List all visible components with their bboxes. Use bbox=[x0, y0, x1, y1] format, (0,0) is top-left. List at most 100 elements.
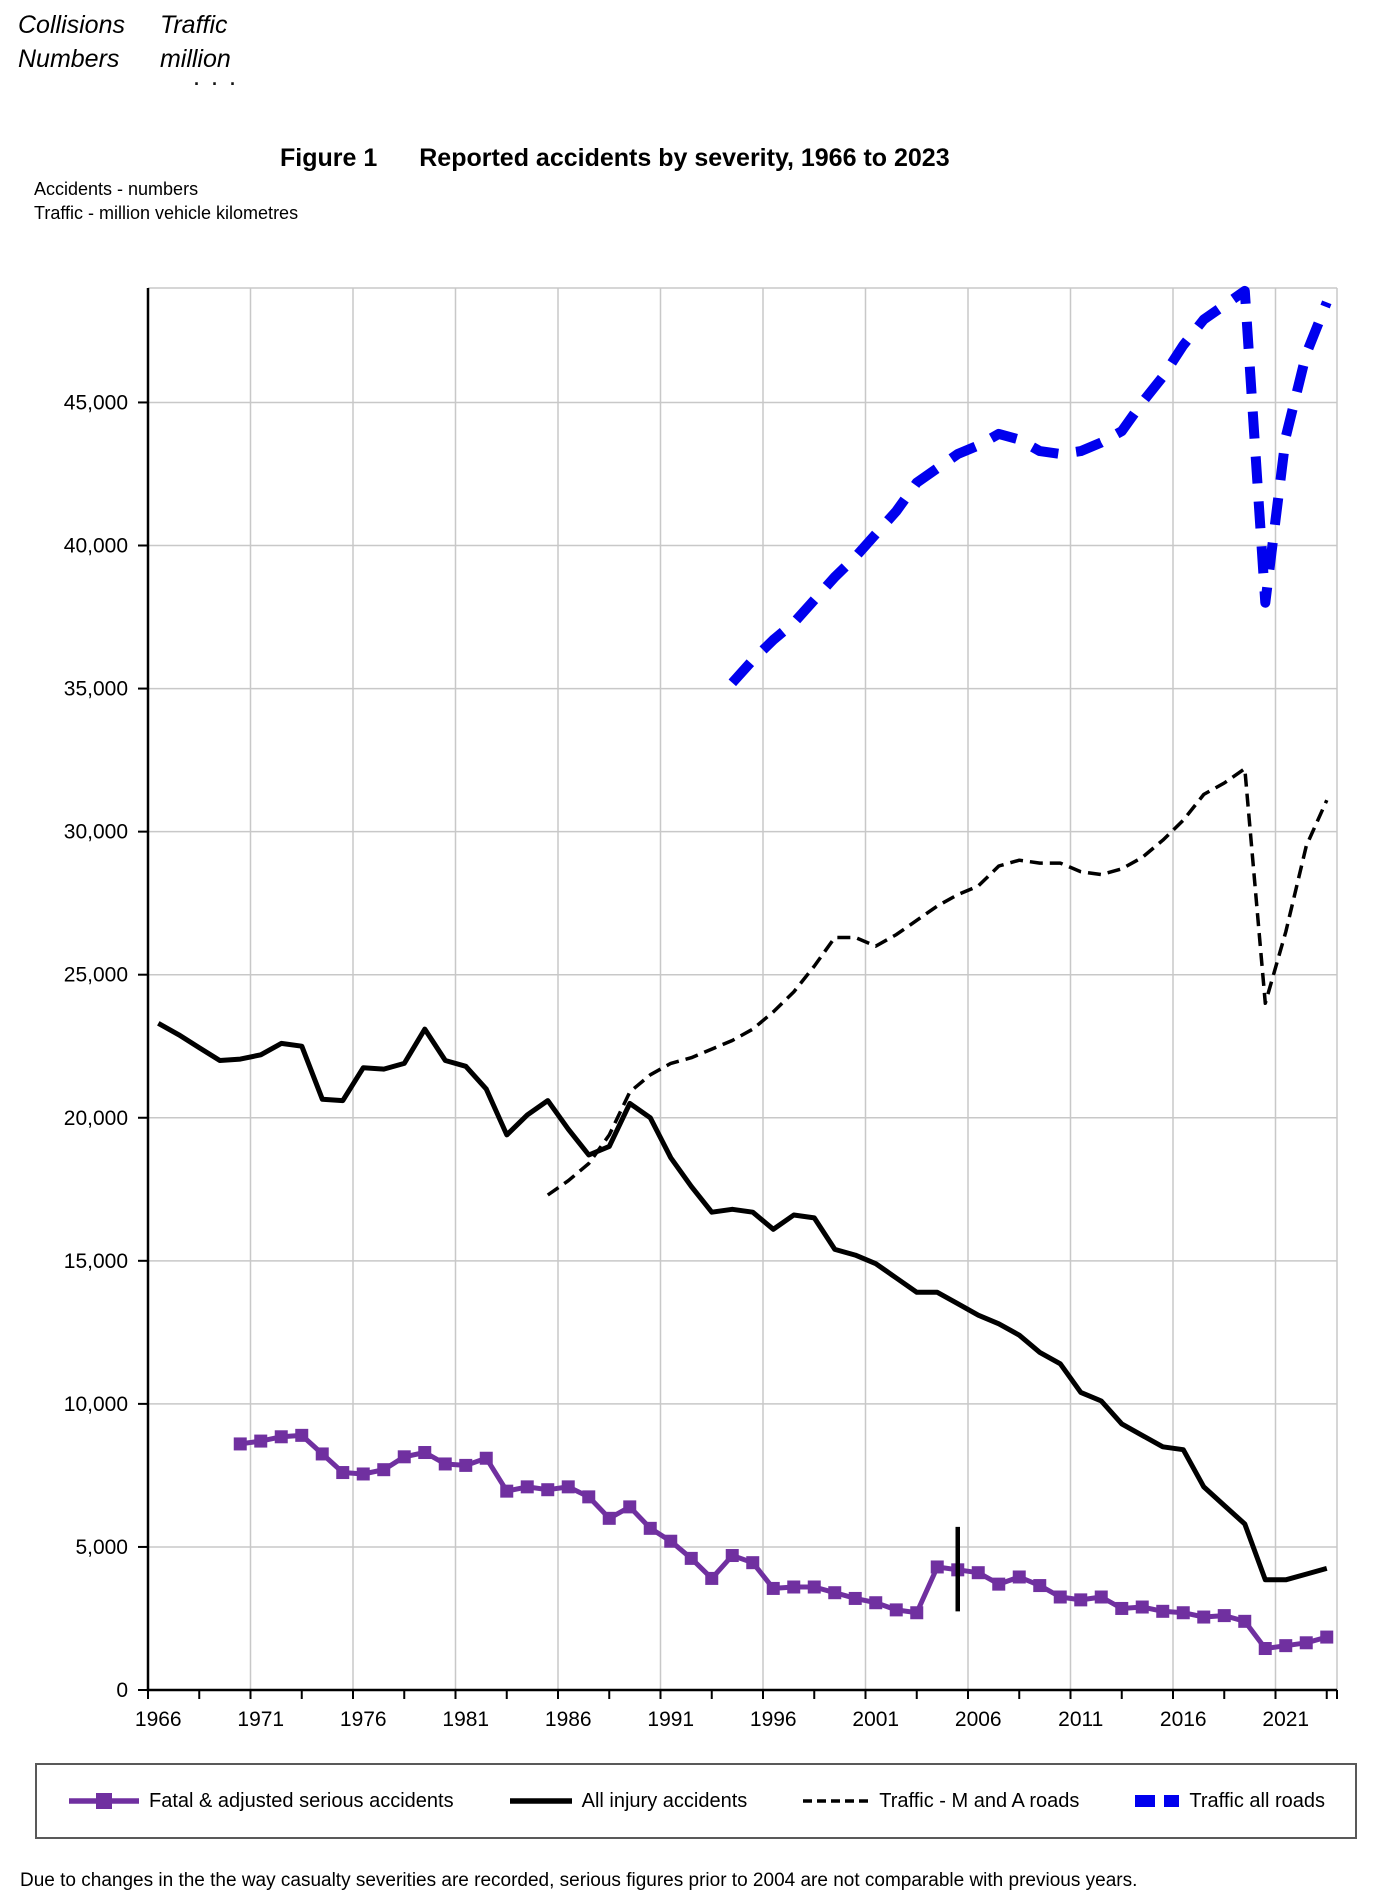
series-fatal-serious-marker bbox=[233, 1437, 247, 1451]
collisions-header-line1: Collisions bbox=[18, 11, 125, 39]
series-fatal-serious-marker bbox=[459, 1458, 473, 1472]
series-fatal-serious-marker bbox=[971, 1566, 985, 1580]
traffic-header-line1: Traffic bbox=[159, 11, 228, 39]
x-axis-label: 2006 bbox=[955, 1708, 1002, 1731]
legend-item-all-roads: Traffic all roads bbox=[1133, 1790, 1325, 1813]
y-axis-label: 40,000 bbox=[64, 535, 128, 558]
legend-swatch-all-roads-line bbox=[1135, 1795, 1180, 1807]
series-fatal-serious-marker bbox=[869, 1596, 883, 1610]
series-fatal-serious-marker bbox=[766, 1581, 780, 1595]
series-fatal-serious-marker bbox=[602, 1511, 616, 1525]
series-fatal-serious-marker bbox=[356, 1467, 370, 1481]
series-fatal-serious-marker bbox=[336, 1466, 350, 1480]
series-fatal-serious-marker bbox=[1238, 1614, 1252, 1628]
series-m-and-a-line bbox=[546, 766, 1329, 1197]
footnote: Due to changes in the the way casualty s… bbox=[20, 1870, 1138, 1891]
x-axis-label: 1996 bbox=[750, 1708, 797, 1731]
series-fatal-serious-marker bbox=[541, 1483, 555, 1497]
legend-label-all-injury: All injury accidents bbox=[581, 1789, 748, 1812]
axis-caption-traffic: Traffic - million vehicle kilometres bbox=[34, 203, 299, 223]
x-axis-label: 1986 bbox=[545, 1708, 592, 1731]
x-axis-label: 1991 bbox=[647, 1708, 694, 1731]
legend-label-fatal-serious: Fatal & adjusted serious accidents bbox=[149, 1789, 454, 1812]
legend-swatch-all-injury-line bbox=[509, 1798, 572, 1804]
series-fatal-serious-marker bbox=[1217, 1609, 1231, 1623]
chart-title: Figure 1 Reported accidents by severity, … bbox=[280, 144, 950, 173]
series-fatal-serious-marker bbox=[1094, 1590, 1108, 1604]
series-fatal-serious-marker bbox=[1320, 1630, 1334, 1644]
x-axis-label: 2016 bbox=[1160, 1708, 1207, 1731]
collisions-header-line2: Numbers bbox=[18, 45, 120, 73]
series-fatal-serious-marker bbox=[1115, 1601, 1129, 1615]
x-axis-label: 2001 bbox=[852, 1708, 899, 1731]
series-fatal-serious-marker bbox=[787, 1580, 801, 1594]
series-fatal-serious-marker bbox=[807, 1580, 821, 1594]
legend-label-all-roads: Traffic all roads bbox=[1189, 1789, 1325, 1812]
series-fatal-serious-marker bbox=[479, 1451, 493, 1465]
y-axis-label: 20,000 bbox=[64, 1107, 128, 1130]
series-fatal-serious-marker bbox=[1012, 1570, 1026, 1584]
series-all-roads-line bbox=[728, 285, 1332, 687]
series-fatal-serious-marker bbox=[848, 1591, 862, 1605]
series-fatal-serious-marker bbox=[930, 1560, 944, 1574]
legend: Fatal & adjusted serious accidents All i… bbox=[35, 1763, 1357, 1839]
series-fatal-serious-marker bbox=[746, 1556, 760, 1570]
legend-label-m-and-a: Traffic - M and A roads bbox=[879, 1789, 1080, 1812]
y-axis-label: 45,000 bbox=[64, 391, 128, 414]
series-fatal-serious-marker bbox=[500, 1484, 514, 1498]
series-fatal-serious-marker bbox=[377, 1463, 391, 1477]
series-fatal-serious-marker bbox=[643, 1521, 657, 1535]
y-axis-label: 35,000 bbox=[64, 678, 128, 701]
legend-swatch-m-and-a-line bbox=[803, 1799, 870, 1803]
series-all-injury-line bbox=[157, 1021, 1328, 1583]
series-fatal-serious-marker bbox=[1156, 1604, 1170, 1618]
series-fatal-serious-marker bbox=[664, 1534, 678, 1548]
legend-item-fatal-serious: Fatal & adjusted serious accidents bbox=[67, 1790, 454, 1813]
chart-plot-area: 0 5,000 10,000 15,000 20,000 25,000 30,000 35,0… bbox=[64, 285, 1338, 1731]
axis-caption-accidents: Accidents - numbers bbox=[34, 179, 199, 199]
x-axis-label: 2021 bbox=[1262, 1708, 1309, 1731]
series-fatal-serious-marker bbox=[418, 1446, 432, 1460]
y-axis-label: 0 bbox=[116, 1679, 128, 1702]
series-fatal-serious-marker bbox=[1033, 1579, 1047, 1593]
legend-swatch-fatal-serious-line bbox=[69, 1793, 139, 1809]
legend-item-all-injury: All injury accidents bbox=[508, 1789, 748, 1813]
series-fatal-serious-marker bbox=[992, 1577, 1006, 1591]
series-fatal-serious-marker bbox=[1299, 1636, 1313, 1650]
legend-swatch-marker bbox=[96, 1793, 112, 1809]
series-fatal-serious-marker bbox=[1197, 1610, 1211, 1624]
x-axis-label: 1981 bbox=[442, 1708, 489, 1731]
series-fatal-serious-marker bbox=[623, 1500, 637, 1514]
x-axis-label: 1976 bbox=[340, 1708, 387, 1731]
series-fatal-serious-marker bbox=[1279, 1639, 1293, 1653]
y-axis-label: 25,000 bbox=[64, 964, 128, 987]
chart-title-prefix: Figure 1 bbox=[280, 144, 378, 172]
legend-item-m-and-a: Traffic - M and A roads bbox=[801, 1790, 1079, 1813]
x-axis-label: 1966 bbox=[135, 1708, 182, 1731]
traffic-header: Traffic million bbox=[160, 8, 231, 76]
series-fatal-serious-marker bbox=[705, 1571, 719, 1585]
series-fatal-serious-marker bbox=[397, 1450, 411, 1464]
series-fatal-serious-marker bbox=[725, 1549, 739, 1563]
clipped-text-fragment: ··· bbox=[194, 74, 248, 88]
series-fatal-serious-marker bbox=[1176, 1606, 1190, 1620]
series-fatal-serious-marker bbox=[315, 1447, 329, 1461]
x-axis-label: 2011 bbox=[1058, 1708, 1103, 1731]
series-fatal-serious-marker bbox=[1135, 1600, 1149, 1614]
series-fatal-serious-marker bbox=[438, 1457, 452, 1471]
y-axis-label: 10,000 bbox=[64, 1393, 128, 1416]
series-fatal-serious-marker bbox=[1258, 1642, 1272, 1656]
series-fatal-serious-marker bbox=[254, 1434, 268, 1448]
y-axis-label: 15,000 bbox=[64, 1250, 128, 1273]
x-axis-label: 1971 bbox=[237, 1708, 284, 1731]
series-fatal-serious-marker bbox=[684, 1551, 698, 1565]
chart-title-text: Reported accidents by severity, 1966 to … bbox=[419, 144, 950, 172]
column-headers: Collisions Numbers Traffic million bbox=[18, 8, 231, 76]
collisions-header: Collisions Numbers bbox=[18, 8, 125, 76]
traffic-header-line2: million bbox=[159, 45, 231, 73]
series-fatal-serious-marker bbox=[274, 1430, 288, 1444]
series-fatal-serious-marker bbox=[1074, 1593, 1088, 1607]
series-fatal-serious-marker bbox=[561, 1480, 575, 1494]
series-fatal-serious-marker bbox=[520, 1480, 534, 1494]
